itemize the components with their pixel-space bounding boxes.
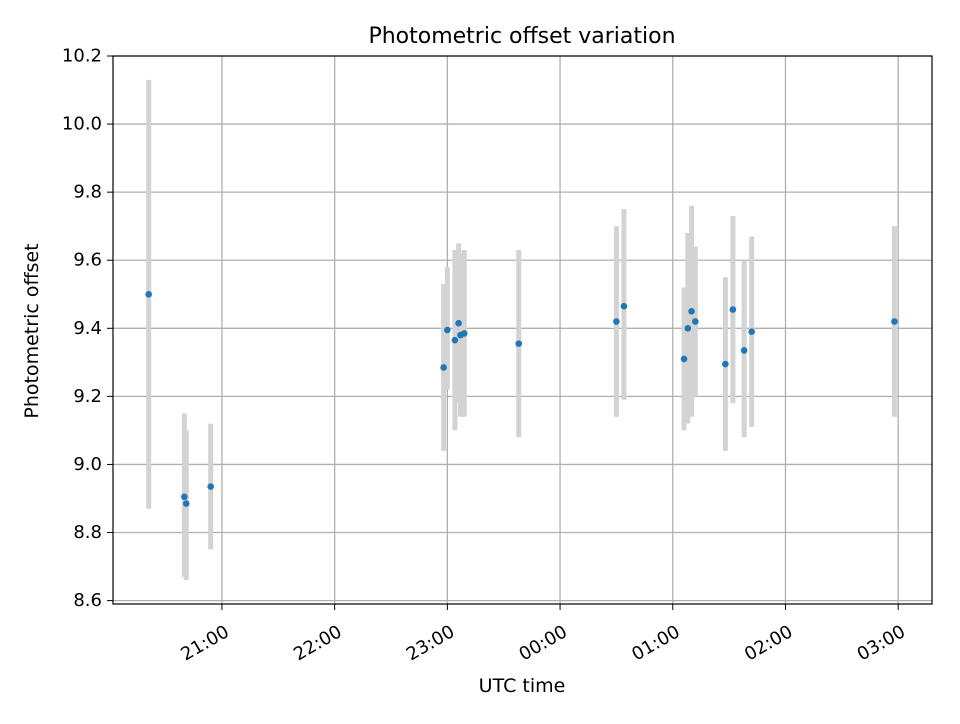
grid [113,55,932,604]
data-point [684,324,692,332]
data-point [455,319,462,327]
chart-title: Photometric offset variation [368,24,675,49]
data-points [145,290,898,507]
y-tick-label: 8.6 [73,590,102,611]
y-tick-label: 10.0 [62,114,102,135]
data-point [207,483,214,490]
y-tick-label: 9.6 [73,250,102,271]
data-point [613,318,620,325]
data-point [451,336,459,344]
data-point [620,302,628,310]
y-axis: 8.6 8.8 9.0 9.2 9.4 9.6 9.8 10.0 10.2 [62,46,113,611]
data-point [680,355,688,363]
data-point [460,330,468,337]
y-tick-label: 9.2 [73,386,102,407]
data-point [444,326,451,334]
y-tick-label: 10.2 [62,46,102,67]
data-point [740,347,748,354]
data-point [688,307,695,315]
data-point [729,306,737,313]
data-point [722,360,729,368]
y-tick-label: 8.8 [73,522,102,543]
y-tick-label: 9.0 [73,454,102,475]
data-point [515,340,523,347]
data-point [748,328,755,336]
x-axis-label: UTC time [479,675,566,697]
y-tick-label: 9.4 [73,318,102,339]
data-point [182,500,190,507]
y-axis-label: Photometric offset [21,243,43,418]
data-point [181,493,188,501]
data-point [145,290,152,298]
data-point [692,318,699,325]
data-point [440,364,447,371]
y-tick-label: 9.8 [73,182,102,203]
data-point [891,318,898,325]
plot-frame [112,55,933,605]
